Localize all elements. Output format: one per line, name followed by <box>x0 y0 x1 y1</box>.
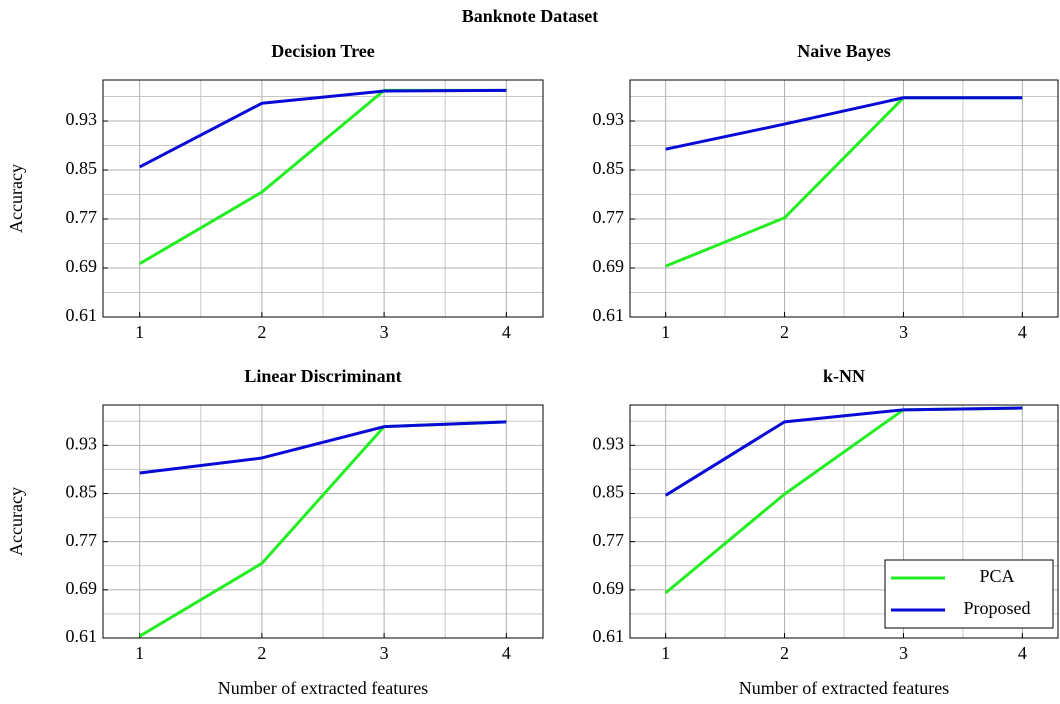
y-tick-label: 0.61 <box>66 305 98 325</box>
y-tick-label: 0.85 <box>593 482 625 502</box>
y-tick-label: 0.61 <box>593 305 625 325</box>
x-tick-label: 4 <box>502 643 511 663</box>
y-tick-label: 0.77 <box>66 530 98 550</box>
x-tick-label: 3 <box>380 322 389 342</box>
plot-frame <box>102 79 544 318</box>
y-tick-label: 0.61 <box>593 626 625 646</box>
chart-title: k-NN <box>823 366 865 386</box>
x-tick-label: 3 <box>380 643 389 663</box>
y-tick-label: 0.93 <box>66 433 98 453</box>
series-line <box>139 420 507 475</box>
x-axis-label: Number of extracted features <box>218 678 428 698</box>
y-tick-label: 0.85 <box>66 482 98 502</box>
y-tick-label: 0.93 <box>66 109 98 129</box>
x-tick-label: 1 <box>135 322 144 342</box>
y-tick-label: 0.85 <box>66 158 98 178</box>
y-tick-label: 0.61 <box>66 626 98 646</box>
x-tick-label: 2 <box>257 322 266 342</box>
x-tick-label: 2 <box>257 643 266 663</box>
y-tick-label: 0.77 <box>593 530 625 550</box>
series-line <box>665 96 1023 151</box>
legend-label: PCA <box>979 566 1014 586</box>
y-axis-label: Accuracy <box>6 164 26 233</box>
x-tick-label: 2 <box>780 322 789 342</box>
chart-title: Decision Tree <box>271 41 374 61</box>
plot-frame <box>102 404 544 639</box>
y-tick-label: 0.69 <box>593 578 625 598</box>
chart-title: Naive Bayes <box>797 41 891 61</box>
x-tick-label: 1 <box>661 643 670 663</box>
series-line <box>664 406 1023 497</box>
x-tick-label: 2 <box>780 643 789 663</box>
x-tick-label: 3 <box>899 643 908 663</box>
series-line <box>138 88 507 169</box>
y-tick-label: 0.93 <box>593 109 625 129</box>
chart-title: Linear Discriminant <box>244 366 401 386</box>
x-tick-label: 4 <box>1018 322 1027 342</box>
x-tick-label: 4 <box>1018 643 1027 663</box>
y-tick-label: 0.77 <box>66 207 98 227</box>
x-axis-label: Number of extracted features <box>739 678 949 698</box>
y-tick-label: 0.93 <box>593 433 625 453</box>
y-axis-label: Accuracy <box>6 487 26 556</box>
x-tick-label: 3 <box>899 322 908 342</box>
plot-frame <box>629 404 1059 639</box>
x-tick-label: 4 <box>502 322 511 342</box>
y-tick-label: 0.85 <box>593 158 625 178</box>
legend-box <box>884 559 1054 629</box>
y-tick-label: 0.77 <box>593 207 625 227</box>
plot-frame <box>629 79 1059 318</box>
y-tick-label: 0.69 <box>66 256 98 276</box>
x-tick-label: 1 <box>135 643 144 663</box>
y-tick-label: 0.69 <box>593 256 625 276</box>
legend-label: Proposed <box>964 598 1031 618</box>
figure-title: Banknote Dataset <box>462 6 599 26</box>
x-tick-label: 1 <box>661 322 670 342</box>
y-tick-label: 0.69 <box>66 578 98 598</box>
